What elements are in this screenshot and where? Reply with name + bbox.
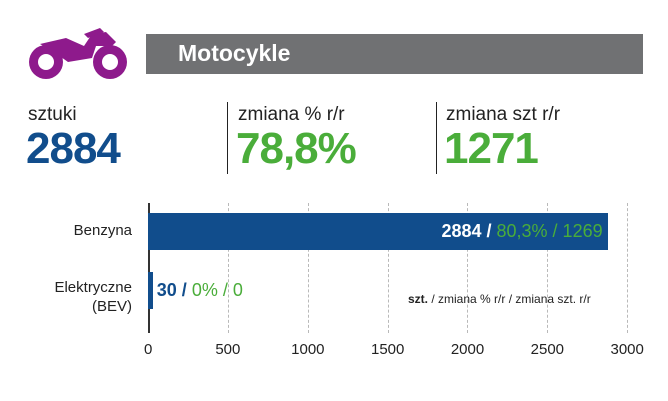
legend-bold: szt.	[408, 292, 429, 306]
bar-data-label: 30 / 0% / 0	[157, 280, 243, 301]
x-tick-label: 1000	[291, 341, 325, 358]
stat-value-unit-change: 1271	[444, 124, 539, 173]
x-tick-label: 1500	[371, 341, 405, 358]
bar-value: 30 /	[156, 280, 192, 300]
gridline	[227, 203, 229, 333]
stat-divider	[436, 102, 437, 174]
gridline	[307, 203, 309, 333]
stat-value-pct-change: 78,8%	[236, 124, 357, 173]
x-tick-label: 500	[215, 341, 241, 358]
bar-data-label: 2884 / 80,3% / 1269	[441, 221, 602, 242]
bar-change: 80,3% / 1269	[496, 221, 603, 241]
motorcycle-icon	[29, 28, 127, 79]
x-tick-label: 2000	[450, 341, 485, 358]
legend-rest: / zmiana % r/r / zmiana szt. r/r	[428, 292, 591, 306]
header-bar	[146, 34, 643, 74]
stat-label-unit-change: zmiana szt r/r	[446, 104, 561, 125]
chart-legend: szt. / zmiana % r/r / zmiana szt. r/r	[408, 292, 591, 306]
gridline	[467, 203, 469, 333]
stat-divider	[227, 102, 228, 174]
x-tick-label: 0	[144, 341, 153, 358]
gridline	[547, 203, 549, 333]
stat-value-units: 2884	[26, 124, 121, 173]
bar-value: 2884 /	[441, 221, 497, 241]
bar-change: 0% / 0	[191, 280, 243, 300]
x-axis-line	[148, 203, 150, 333]
x-tick-label: 3000	[610, 341, 644, 358]
x-tick-label: 2500	[530, 341, 565, 358]
category-label-petrol: Benzyna	[73, 222, 132, 239]
gridline	[627, 203, 628, 333]
bar	[148, 213, 609, 250]
stat-label-units: sztuki	[28, 104, 77, 125]
stat-label-pct-change: zmiana % r/r	[238, 104, 345, 125]
page-title: Motocykle	[178, 40, 291, 66]
category-label-bev: Elektryczne (BEV)	[54, 279, 132, 315]
bar	[148, 272, 153, 309]
gridline	[387, 203, 389, 333]
